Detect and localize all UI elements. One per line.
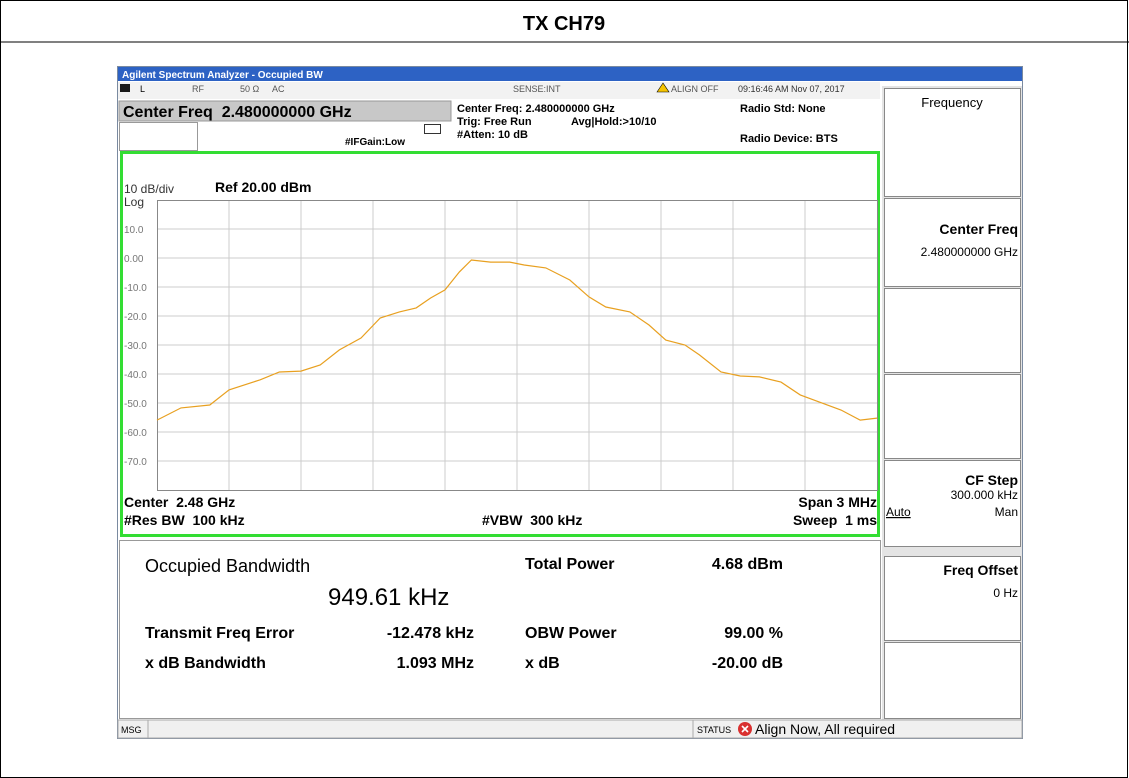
- y-tick-label: -50.0: [124, 399, 147, 410]
- span-label: Span 3 MHz: [798, 494, 877, 510]
- if-gain: #IFGain:Low: [345, 137, 405, 148]
- warning-icon: [656, 82, 670, 93]
- graticule: [157, 200, 878, 491]
- msg-label: MSG: [121, 725, 142, 735]
- result-cell: OBW Power: [525, 625, 617, 642]
- y-tick-label: -30.0: [124, 341, 147, 352]
- scale-label: 10 dB/div: [124, 182, 174, 196]
- log-label: Log: [124, 195, 144, 209]
- softkey[interactable]: [884, 556, 1021, 641]
- softkey[interactable]: [884, 642, 1021, 719]
- title-bar: [118, 67, 1022, 81]
- page-title: TX CH79: [523, 13, 605, 35]
- softkey[interactable]: [884, 374, 1021, 459]
- total-power-value: 4.68 dBm: [712, 556, 783, 573]
- sweep-label: Sweep 1 ms: [793, 512, 877, 528]
- softkey-value: 300.000 kHz: [951, 488, 1018, 502]
- softkey-value: 0 Hz: [993, 586, 1018, 600]
- softkey[interactable]: [884, 198, 1021, 287]
- window-title: Agilent Spectrum Analyzer - Occupied BW: [122, 70, 323, 81]
- menu-title-box: [884, 88, 1021, 197]
- trace: [156, 259, 878, 421]
- entry-box: [119, 122, 198, 151]
- impedance-label: 50 Ω: [240, 84, 260, 94]
- vbw-label: #VBW 300 kHz: [482, 512, 582, 528]
- center-freq-entry: Center Freq 2.480000000 GHz: [123, 104, 352, 121]
- atten-info: #Atten: 10 dB: [457, 129, 528, 141]
- res-bw-label: #Res BW 100 kHz: [124, 512, 245, 528]
- auto-option: Auto: [886, 505, 911, 519]
- result-cell: 1.093 MHz: [397, 655, 474, 672]
- obw-value: 949.61 kHz: [328, 584, 449, 611]
- softkey-value: 2.480000000 GHz: [921, 245, 1018, 259]
- man-option: Man: [995, 505, 1018, 519]
- softkey[interactable]: [884, 460, 1021, 547]
- y-tick-label: -20.0: [124, 312, 147, 323]
- status-message: Align Now, All required: [755, 721, 895, 737]
- radio-device: Radio Device: BTS: [740, 133, 838, 145]
- softkey-label: Freq Offset: [943, 562, 1018, 578]
- sense-label: SENSE:INT: [513, 84, 561, 94]
- center-freq-info: Center Freq: 2.480000000 GHz: [457, 103, 615, 115]
- result-cell: -12.478 kHz: [387, 625, 474, 642]
- align-label: ALIGN OFF: [671, 84, 719, 94]
- ref-label: Ref 20.00 dBm: [215, 179, 311, 195]
- message-bar: [117, 719, 1023, 739]
- y-tick-label: 0.00: [124, 254, 144, 265]
- input-label: L: [140, 84, 145, 94]
- coupling-label: AC: [272, 84, 285, 94]
- logo: [120, 84, 130, 92]
- status-label: STATUS: [697, 725, 731, 735]
- result-cell: x dB: [525, 655, 560, 672]
- y-tick-label: -60.0: [124, 428, 147, 439]
- softkey-label: CF Step: [965, 472, 1018, 488]
- avg-hold-info: Avg|Hold:>10/10: [571, 116, 657, 128]
- trigger-icon: [424, 124, 441, 134]
- y-tick-label: -40.0: [124, 370, 147, 381]
- softkey-label: Center Freq: [939, 221, 1018, 237]
- softkey[interactable]: [884, 288, 1021, 373]
- status-row: [118, 82, 880, 99]
- y-tick-label: -10.0: [124, 283, 147, 294]
- y-tick-label: 10.0: [124, 225, 144, 236]
- y-tick-label: -70.0: [124, 457, 147, 468]
- results-panel: [119, 540, 881, 719]
- menu-title: Frequency: [921, 95, 983, 110]
- radio-std: Radio Std: None: [740, 103, 826, 115]
- result-cell: -20.00 dB: [712, 655, 783, 672]
- plot-frame: [120, 151, 880, 537]
- center-label: Center 2.48 GHz: [124, 494, 235, 510]
- rf-label: RF: [192, 84, 204, 94]
- center-freq-box[interactable]: [118, 100, 452, 122]
- error-icon-cross: [741, 725, 749, 733]
- total-power-label: Total Power: [525, 556, 615, 573]
- result-cell: Transmit Freq Error: [145, 625, 294, 642]
- results-title: Occupied Bandwidth: [145, 556, 310, 576]
- result-cell: 99.00 %: [724, 625, 783, 642]
- trig-info: Trig: Free Run: [457, 116, 532, 128]
- time-label: 09:16:46 AM Nov 07, 2017: [738, 84, 845, 94]
- result-cell: x dB Bandwidth: [145, 655, 266, 672]
